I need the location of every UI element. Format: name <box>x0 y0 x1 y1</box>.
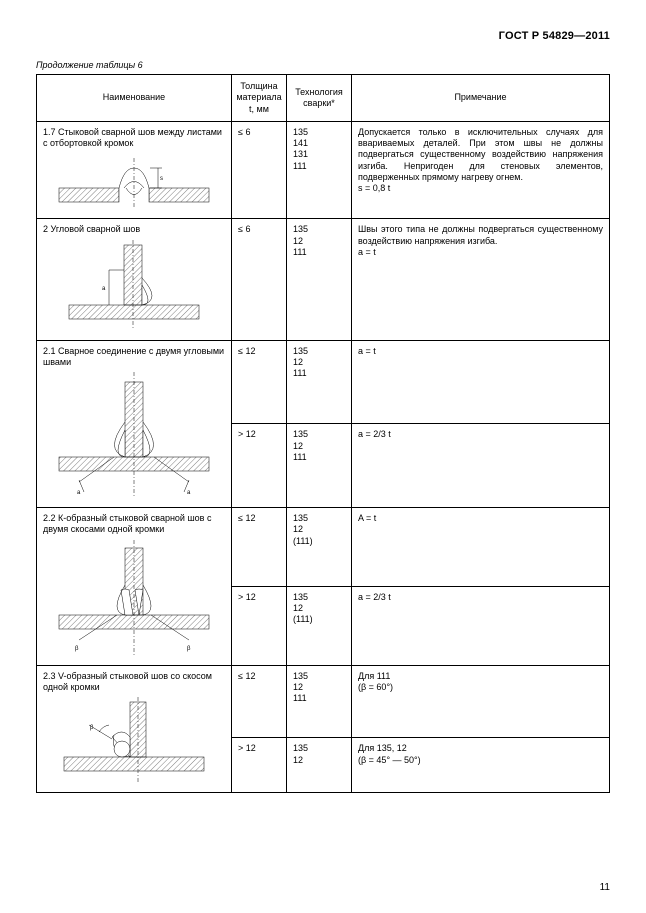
weld-table: Наименование Толщина материала t, мм Тех… <box>36 74 610 793</box>
tech-cell: 135 12 (111) <box>287 586 352 665</box>
note-cell: a = 2/3 t <box>352 586 610 665</box>
thickness-cell: ≤ 6 <box>232 219 287 340</box>
tech-cell: 135 12 111 <box>287 665 352 738</box>
diagram-2-1: a a <box>43 372 225 502</box>
tech-cell: 135 12 <box>287 738 352 793</box>
page: ГОСТ Р 54829—2011 Продолжение таблицы 6 … <box>0 0 646 913</box>
thickness-cell: > 12 <box>232 424 287 508</box>
row-title: 2 Угловой сварной шов <box>43 224 225 235</box>
tech-cell: 135 12 111 <box>287 219 352 340</box>
table-header-row: Наименование Толщина материала t, мм Тех… <box>37 75 610 122</box>
table-row: 2.1 Сварное соединение с двумя угловыми … <box>37 340 610 424</box>
diagram-2-2: β β <box>43 540 225 660</box>
tech-cell: 135 12 111 <box>287 424 352 508</box>
svg-text:β: β <box>187 646 191 652</box>
svg-text:β: β <box>75 646 79 652</box>
name-cell-2-3: 2.3 V-образный стыковой шов со скосом од… <box>37 665 232 793</box>
col-header-thickness: Толщина материала t, мм <box>232 75 287 122</box>
svg-text:a: a <box>187 490 191 496</box>
note-cell: Для 111 (β = 60°) <box>352 665 610 738</box>
thickness-cell: > 12 <box>232 738 287 793</box>
table-row: 2.2 К-образный стыковой сварной шов с дв… <box>37 508 610 587</box>
tech-cell: 135 12 111 <box>287 340 352 424</box>
svg-text:s: s <box>160 176 163 182</box>
tech-cell: 135 12 (111) <box>287 508 352 587</box>
thickness-cell: > 12 <box>232 586 287 665</box>
svg-text:β: β <box>90 725 94 731</box>
note-cell: Для 135, 12 (β = 45° — 50°) <box>352 738 610 793</box>
svg-text:a: a <box>77 490 81 496</box>
document-standard-header: ГОСТ Р 54829—2011 <box>36 30 610 42</box>
note-cell: a = t <box>352 340 610 424</box>
note-cell: a = 2/3 t <box>352 424 610 508</box>
name-cell-2: 2 Угловой сварной шов a <box>37 219 232 340</box>
table-row: 2.3 V-образный стыковой шов со скосом од… <box>37 665 610 738</box>
note-cell: Допускается только в исключительных случ… <box>352 121 610 219</box>
note-cell: Швы этого типа не должны подвергаться су… <box>352 219 610 340</box>
row-title: 2.2 К-образный стыковой сварной шов с дв… <box>43 513 225 536</box>
diagram-1-7: s <box>43 153 225 213</box>
name-cell-2-1: 2.1 Сварное соединение с двумя угловыми … <box>37 340 232 508</box>
row-title: 1.7 Стыковой сварной шов между листами с… <box>43 127 225 150</box>
note-cell: A = t <box>352 508 610 587</box>
name-cell-2-2: 2.2 К-образный стыковой сварной шов с дв… <box>37 508 232 666</box>
diagram-2-3: β <box>43 697 225 787</box>
col-header-technology: Технология сварки* <box>287 75 352 122</box>
col-header-name: Наименование <box>37 75 232 122</box>
thickness-cell: ≤ 6 <box>232 121 287 219</box>
tech-cell: 135 141 131 111 <box>287 121 352 219</box>
thickness-cell: ≤ 12 <box>232 508 287 587</box>
row-title: 2.3 V-образный стыковой шов со скосом од… <box>43 671 225 694</box>
row-title: 2.1 Сварное соединение с двумя угловыми … <box>43 346 225 369</box>
page-number: 11 <box>600 882 610 893</box>
table-caption: Продолжение таблицы 6 <box>36 60 610 70</box>
name-cell-1-7: 1.7 Стыковой сварной шов между листами с… <box>37 121 232 219</box>
diagram-2: a <box>43 240 225 335</box>
table-row: 1.7 Стыковой сварной шов между листами с… <box>37 121 610 219</box>
svg-text:a: a <box>102 286 106 292</box>
thickness-cell: ≤ 12 <box>232 340 287 424</box>
col-header-note: Примечание <box>352 75 610 122</box>
table-row: 2 Угловой сварной шов a <box>37 219 610 340</box>
thickness-cell: ≤ 12 <box>232 665 287 738</box>
